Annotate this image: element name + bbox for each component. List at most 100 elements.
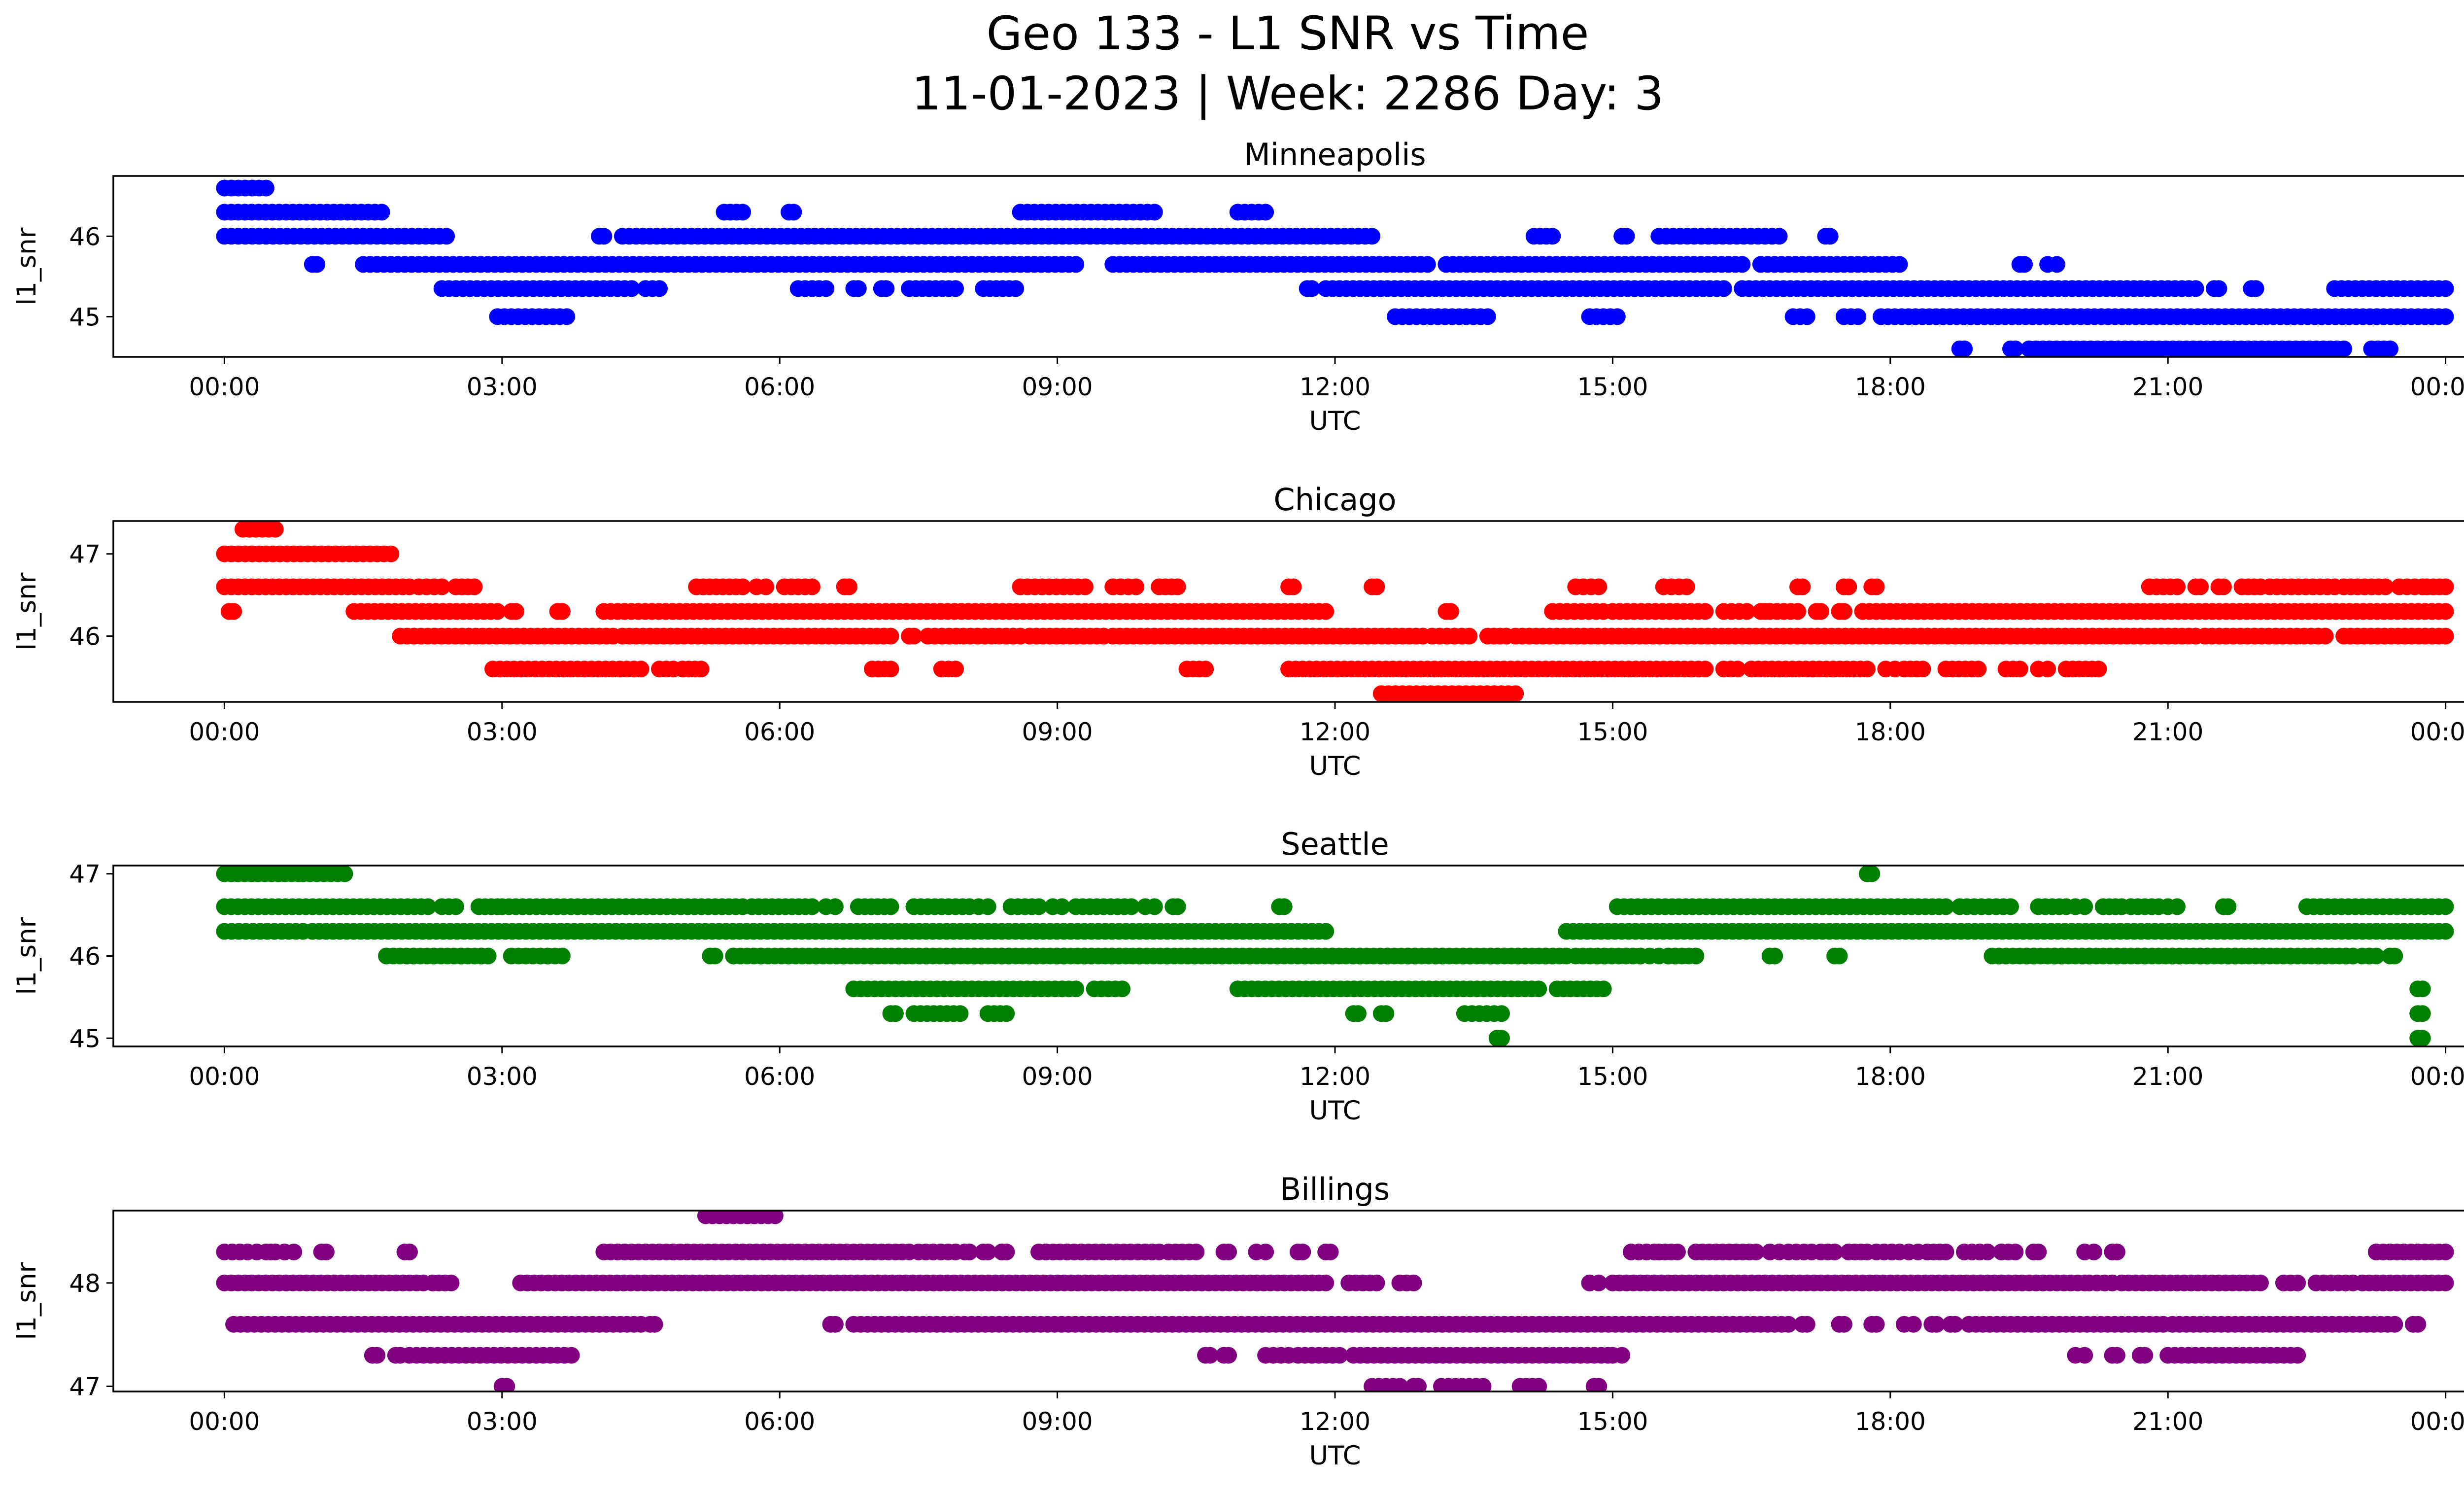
data-point bbox=[595, 228, 613, 245]
data-point bbox=[803, 578, 821, 595]
data-point bbox=[1220, 1243, 1237, 1260]
data-point bbox=[479, 947, 497, 965]
data-point bbox=[632, 661, 650, 678]
x-tick-label: 03:00 bbox=[467, 1062, 538, 1091]
data-point bbox=[489, 603, 506, 620]
data-point bbox=[2382, 340, 2398, 357]
data-point bbox=[766, 1211, 784, 1224]
data-point bbox=[1317, 603, 1335, 620]
data-point bbox=[2215, 578, 2232, 595]
data-point bbox=[419, 898, 437, 915]
data-point bbox=[1479, 308, 1496, 325]
data-point bbox=[2192, 578, 2209, 595]
data-point bbox=[2169, 578, 2186, 595]
x-tick-label: 12:00 bbox=[1300, 718, 1370, 746]
data-point bbox=[1220, 1347, 1237, 1364]
data-point bbox=[2090, 661, 2107, 678]
data-point bbox=[1715, 280, 1732, 297]
data-point bbox=[1054, 898, 1070, 915]
data-point bbox=[447, 898, 464, 915]
data-point bbox=[553, 603, 571, 620]
data-point bbox=[2252, 1274, 2269, 1291]
data-point bbox=[1590, 1378, 1608, 1391]
data-point bbox=[2210, 280, 2227, 297]
data-point bbox=[1780, 1316, 1797, 1333]
data-point bbox=[2076, 898, 2093, 915]
data-point bbox=[961, 1243, 978, 1260]
data-point bbox=[1123, 898, 1140, 915]
data-point bbox=[2414, 980, 2431, 998]
data-point bbox=[1419, 256, 1436, 273]
data-point bbox=[2414, 1005, 2431, 1022]
x-tick-label: 03:00 bbox=[467, 1407, 538, 1436]
x-tick-label: 21:00 bbox=[2132, 1407, 2203, 1436]
data-point bbox=[979, 898, 996, 915]
x-tick-label: 12:00 bbox=[1300, 1407, 1370, 1436]
data-points bbox=[216, 521, 2454, 702]
data-point bbox=[1729, 661, 1746, 678]
data-point bbox=[1858, 661, 1876, 678]
data-point bbox=[2437, 1274, 2454, 1291]
x-tick-label: 21:00 bbox=[2132, 373, 2203, 401]
data-point bbox=[1364, 228, 1381, 245]
data-point bbox=[2386, 1316, 2403, 1333]
x-tick-label: 18:00 bbox=[1855, 718, 1926, 746]
data-point bbox=[1493, 1030, 1510, 1046]
data-point bbox=[785, 204, 802, 221]
x-tick-label: 06:00 bbox=[744, 718, 815, 746]
data-point bbox=[1197, 661, 1214, 678]
data-point bbox=[947, 280, 964, 297]
x-tick-label: 21:00 bbox=[2132, 1062, 2203, 1091]
data-point bbox=[1114, 980, 1131, 998]
x-tick-label: 00:00 bbox=[189, 718, 260, 746]
data-point bbox=[1618, 228, 1635, 245]
data-point bbox=[1794, 578, 1811, 595]
data-point bbox=[1442, 603, 1459, 620]
data-point bbox=[623, 280, 640, 297]
x-tick-label: 18:00 bbox=[1855, 1407, 1926, 1436]
data-point bbox=[1821, 228, 1839, 245]
data-point bbox=[734, 204, 752, 221]
data-point bbox=[1257, 204, 1274, 221]
data-points bbox=[216, 179, 2454, 357]
y-tick-label: 46 bbox=[69, 942, 101, 971]
figure-title-line-2: 11-01-2023 | Week: 2286 Day: 3 bbox=[912, 67, 1664, 121]
x-tick-label: 00:00 bbox=[2410, 1062, 2464, 1091]
data-point bbox=[433, 578, 450, 595]
data-point bbox=[2187, 280, 2204, 297]
data-point bbox=[267, 521, 284, 538]
x-tick-label: 00:00 bbox=[2410, 1407, 2464, 1436]
data-point bbox=[882, 898, 899, 915]
data-point bbox=[1350, 1005, 1367, 1022]
data-point bbox=[651, 280, 668, 297]
x-tick-label: 15:00 bbox=[1577, 1407, 1648, 1436]
data-point bbox=[1697, 661, 1714, 678]
data-point bbox=[1146, 898, 1163, 915]
y-tick-label: 48 bbox=[69, 1269, 101, 1298]
x-tick-label: 00:00 bbox=[2410, 718, 2464, 746]
x-tick-label: 21:00 bbox=[2132, 718, 2203, 746]
data-point bbox=[1275, 898, 1293, 915]
data-point bbox=[1669, 1243, 1686, 1260]
data-point bbox=[2048, 256, 2065, 273]
data-point bbox=[841, 578, 857, 595]
data-point bbox=[369, 1347, 386, 1364]
x-tick-label: 00:00 bbox=[189, 1062, 260, 1091]
data-point bbox=[1146, 204, 1163, 221]
data-point bbox=[1849, 308, 1867, 325]
subplot-seattle: Seattle 00:00 03:00 06:00 09:00 12:00 15:00 18:… bbox=[12, 826, 2464, 1126]
data-point bbox=[1322, 1243, 1339, 1260]
data-point bbox=[498, 1378, 515, 1391]
subplot-title: Chicago bbox=[1273, 482, 1396, 518]
data-point bbox=[2011, 661, 2028, 678]
x-axis-label: UTC bbox=[1309, 406, 1361, 436]
data-point bbox=[2289, 1347, 2306, 1364]
x-tick-label: 12:00 bbox=[1300, 373, 1370, 401]
data-point bbox=[1835, 1316, 1852, 1333]
data-point bbox=[336, 866, 353, 882]
data-point bbox=[882, 661, 899, 678]
data-point bbox=[882, 627, 899, 645]
data-point bbox=[2076, 1347, 2093, 1364]
data-point bbox=[1410, 1378, 1427, 1391]
